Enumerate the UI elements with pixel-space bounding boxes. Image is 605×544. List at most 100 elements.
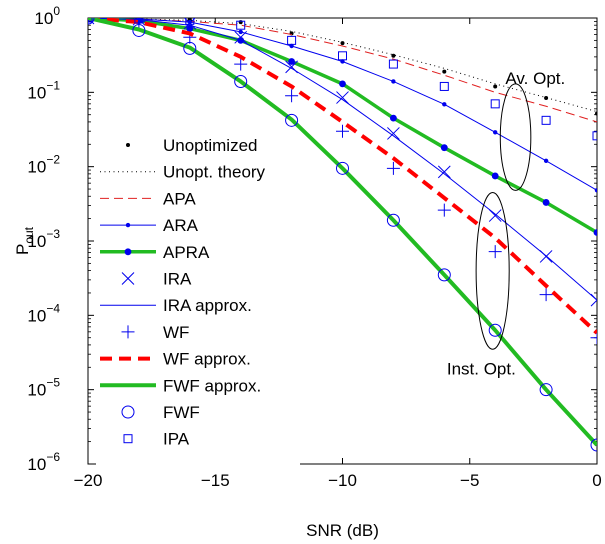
data-point bbox=[285, 89, 299, 103]
x-tick-label: −5 bbox=[460, 471, 479, 490]
data-point bbox=[338, 51, 347, 61]
data-point bbox=[234, 74, 248, 88]
y-tick-exponent: −4 bbox=[46, 301, 60, 315]
data-point bbox=[386, 213, 400, 227]
data-point bbox=[390, 114, 397, 122]
data-point bbox=[121, 272, 135, 285]
data-point bbox=[185, 18, 195, 25]
y-tick-exponent: −5 bbox=[46, 376, 60, 390]
data-point bbox=[289, 43, 294, 49]
legend-item-unopt-theory: Unopt. theory bbox=[100, 163, 266, 182]
av-opt-ellipse bbox=[499, 83, 532, 191]
data-point bbox=[285, 113, 299, 127]
legend-label: FWF approx. bbox=[163, 376, 261, 395]
inst-opt-ellipse bbox=[475, 191, 510, 350]
x-tick-label: −20 bbox=[74, 471, 103, 490]
data-point bbox=[339, 80, 346, 88]
legend-item-ira-approx: IRA approx. bbox=[100, 296, 252, 315]
series-fwf-approx bbox=[88, 18, 597, 447]
data-point bbox=[386, 161, 400, 175]
legend-item-wf: WF bbox=[121, 323, 189, 342]
data-point bbox=[592, 131, 597, 141]
data-point bbox=[234, 30, 248, 44]
x-tick-label: −10 bbox=[328, 471, 357, 490]
data-point bbox=[437, 268, 451, 282]
legend-label: APRA bbox=[163, 243, 210, 262]
annotation-layer: Av. Opt. Inst. Opt. bbox=[447, 69, 565, 379]
x-tick-label: −15 bbox=[201, 471, 230, 490]
y-tick-exponent: −2 bbox=[46, 153, 60, 167]
legend-label: IPA bbox=[163, 430, 190, 449]
legend-item-ara: ARA bbox=[100, 216, 199, 235]
legend-label: IRA approx. bbox=[163, 296, 252, 315]
data-point bbox=[491, 172, 499, 180]
legend-item-ipa: IPA bbox=[123, 430, 190, 449]
y-tick-label: 10−6 bbox=[27, 450, 60, 474]
data-point bbox=[123, 434, 133, 444]
data-point bbox=[124, 248, 132, 256]
data-point bbox=[183, 41, 197, 55]
series-wf-approx bbox=[88, 18, 597, 335]
data-point bbox=[388, 59, 398, 69]
data-point bbox=[134, 18, 144, 24]
legend-label: Unopt. theory bbox=[163, 163, 266, 182]
series-line bbox=[88, 18, 597, 301]
data-point bbox=[543, 158, 549, 163]
legend-item-apra: APRA bbox=[100, 243, 210, 262]
series-wf bbox=[88, 18, 597, 345]
x-axis-label: SNR (dB) bbox=[306, 521, 379, 540]
y-tick-label: 10−5 bbox=[27, 376, 60, 400]
legend-item-fwf-approx: FWF approx. bbox=[100, 376, 261, 395]
data-point bbox=[287, 35, 297, 45]
data-point bbox=[593, 229, 597, 236]
data-point bbox=[121, 325, 135, 339]
y-tick-exponent: −6 bbox=[46, 450, 60, 464]
series-ira-approx bbox=[88, 18, 597, 301]
y-tick-exponent: 0 bbox=[53, 4, 60, 18]
data-point bbox=[437, 165, 451, 179]
legend-label: WF approx. bbox=[163, 350, 251, 369]
legend-item-wf-approx: WF approx. bbox=[100, 350, 251, 369]
data-point bbox=[125, 222, 131, 228]
legend-label: WF bbox=[163, 323, 189, 342]
series-fwf bbox=[88, 18, 597, 452]
legend-background bbox=[96, 132, 300, 474]
data-point bbox=[340, 59, 345, 64]
data-point bbox=[590, 438, 597, 452]
series-line bbox=[88, 18, 597, 335]
legend-label: FWF bbox=[163, 403, 200, 422]
data-point bbox=[595, 111, 597, 116]
legend-item-fwf: FWF bbox=[121, 403, 200, 422]
series-layer bbox=[88, 18, 597, 452]
y-tick-exponent: −3 bbox=[46, 227, 60, 241]
data-point bbox=[186, 25, 194, 33]
x-tick-label: 0 bbox=[592, 471, 601, 490]
y-tick-label: 10−4 bbox=[27, 301, 60, 325]
data-point bbox=[387, 127, 400, 140]
y-axis-label-subscript: out bbox=[22, 226, 36, 243]
legend-item-unoptimized: Unoptimized bbox=[126, 136, 258, 155]
series-line bbox=[88, 18, 597, 113]
data-point bbox=[493, 84, 498, 89]
data-point bbox=[542, 199, 550, 206]
series-apra bbox=[88, 18, 597, 236]
data-point bbox=[238, 29, 243, 35]
data-point bbox=[488, 323, 502, 337]
data-point bbox=[544, 95, 549, 100]
legend: Unoptimized Unopt. theory APA ARA APRA IRA IRA… bbox=[96, 132, 300, 474]
data-point bbox=[121, 405, 135, 419]
data-point bbox=[490, 99, 500, 109]
y-tick-label: 10−2 bbox=[27, 153, 60, 177]
legend-item-apa: APA bbox=[100, 189, 196, 208]
data-point bbox=[442, 69, 447, 74]
y-tick-exponent: −1 bbox=[46, 78, 60, 92]
legend-label: ARA bbox=[163, 216, 199, 235]
data-point bbox=[594, 188, 597, 193]
data-point bbox=[493, 130, 498, 135]
y-axis-label: Pout bbox=[13, 226, 36, 255]
data-point bbox=[234, 57, 248, 71]
legend-label: APA bbox=[163, 189, 196, 208]
annotation-av-opt: Av. Opt. bbox=[505, 69, 565, 88]
data-point bbox=[340, 41, 345, 46]
